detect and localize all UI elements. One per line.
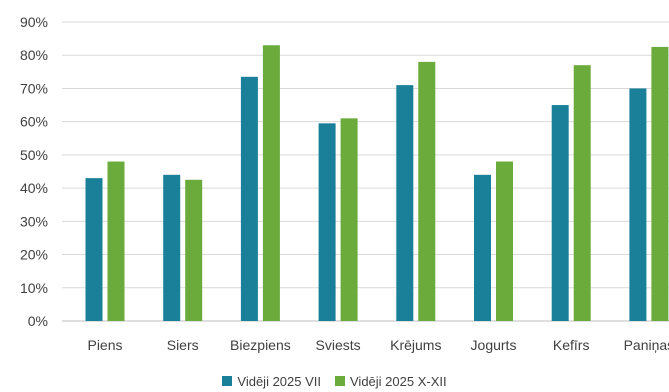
legend-label-series-2: Vidēji 2025 X-XII: [350, 374, 447, 389]
y-tick-label: 30%: [20, 213, 48, 229]
y-tick-label: 60%: [20, 114, 48, 130]
y-tick-label: 90%: [20, 14, 48, 30]
x-tick-label: Krējums: [390, 337, 441, 353]
x-tick-label: Kefīrs: [553, 337, 590, 353]
x-tick-label: Piens: [87, 337, 122, 353]
y-tick-label: 10%: [20, 280, 48, 296]
bar-series-2-2: [263, 45, 280, 321]
bar-series-2-3: [341, 118, 358, 321]
y-tick-label: 80%: [20, 47, 48, 63]
legend-item-series-1: Vidēji 2025 VII: [222, 374, 321, 389]
legend-item-series-2: Vidēji 2025 X-XII: [335, 374, 447, 389]
bar-series-1-7: [629, 88, 646, 321]
bar-series-1-3: [319, 123, 336, 321]
x-tick-label: Paniņas: [624, 337, 669, 353]
legend-swatch-series-1: [222, 376, 232, 386]
x-axis-tick-labels: Piens Siers Biezpiens Sviests Krējums Jogurts…: [87, 337, 669, 353]
bar-series-1-1: [163, 175, 180, 321]
x-tick-label: Biezpiens: [230, 337, 291, 353]
y-axis-tick-labels: 0% 10% 20% 30% 40% 50% 60% 70% 80% 90%: [20, 14, 48, 329]
bar-series-2-4: [418, 62, 435, 321]
bar-series-1-4: [396, 85, 413, 321]
bar-series-2-1: [185, 180, 202, 321]
legend-label-series-1: Vidēji 2025 VII: [237, 374, 321, 389]
bar-series-1-2: [241, 77, 258, 321]
x-tick-label: Sviests: [316, 337, 361, 353]
y-tick-label: 50%: [20, 147, 48, 163]
bar-series-1-0: [86, 178, 103, 321]
bar-series-1-6: [552, 105, 569, 321]
y-tick-label: 70%: [20, 80, 48, 96]
bar-series-2-0: [108, 162, 125, 321]
x-tick-label: Siers: [167, 337, 199, 353]
y-tick-label: 0%: [28, 313, 48, 329]
bar-series-2-6: [574, 65, 591, 321]
bar-series-2-7: [651, 47, 668, 321]
bar-series-2-5: [496, 162, 513, 321]
bar-series-1-5: [474, 175, 491, 321]
legend: Vidēji 2025 VII Vidēji 2025 X-XII: [0, 372, 669, 390]
bars: [86, 45, 669, 321]
y-tick-label: 40%: [20, 180, 48, 196]
y-tick-label: 20%: [20, 247, 48, 263]
x-tick-label: Jogurts: [471, 337, 517, 353]
legend-swatch-series-2: [335, 376, 345, 386]
